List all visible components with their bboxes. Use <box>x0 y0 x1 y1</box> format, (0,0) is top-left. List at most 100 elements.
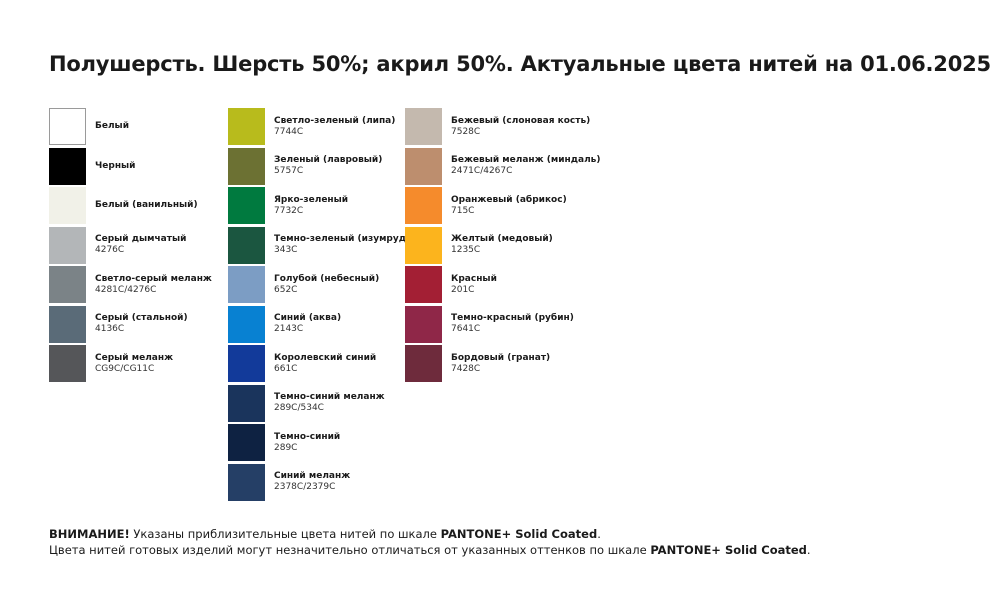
color-label: Серый меланж CG9C/CG11C <box>95 345 173 382</box>
color-label: Светло-зеленый (липа) 7744C <box>274 108 395 145</box>
color-name: Синий меланж <box>274 471 351 481</box>
color-name: Серый меланж <box>95 352 174 363</box>
pantone-code: 7732C <box>274 205 304 216</box>
footer-note: ВНИМАНИЕ! Указаны приблизительные цвета … <box>49 526 811 558</box>
pantone-code: 289C <box>274 442 298 453</box>
color-name: Черный <box>95 160 136 171</box>
page-title: Полушерсть. Шерсть 50%; акрил 50%. Актуа… <box>49 52 991 76</box>
color-label: Оранжевый (абрикос) 715C <box>451 187 567 224</box>
color-label: Серый дымчатый 4276C <box>95 227 186 264</box>
footer-line-2: Цвета нитей готовых изделий могут незнач… <box>49 542 811 558</box>
color-swatch <box>49 266 86 303</box>
color-swatch <box>405 187 442 224</box>
color-label: Синий меланж 2378C/2379C <box>274 464 350 501</box>
color-swatch <box>405 345 442 382</box>
color-label: Синий (аква) 2143C <box>274 306 341 343</box>
color-label: Черный <box>95 148 135 185</box>
pantone-code: 715C <box>451 205 475 216</box>
pantone-code: CG9C/CG11C <box>95 363 155 374</box>
color-label: Королевский синий 661C <box>274 345 376 382</box>
color-label: Бежевый (слоновая кость) 7528C <box>451 108 590 145</box>
color-name: Темно-синий меланж <box>274 392 385 402</box>
color-swatch <box>228 424 265 461</box>
color-name: Синий (аква) <box>274 313 342 323</box>
color-name: Бежевый (слоновая кость) <box>451 115 591 126</box>
color-swatch <box>49 187 86 224</box>
color-name: Темно-зеленый (изумруд) <box>274 234 411 244</box>
footer-text: . <box>806 543 811 557</box>
color-label: Белый (ванильный) <box>95 187 198 224</box>
color-name: Темно-синий <box>274 431 341 442</box>
color-name: Ярко-зеленый <box>274 194 349 205</box>
color-swatch <box>405 266 442 303</box>
pantone-code: 201C <box>451 284 475 295</box>
pantone-code: 7428C <box>451 363 481 374</box>
color-label: Темно-синий 289C <box>274 424 340 461</box>
pantone-code: 2378C/2379C <box>274 482 336 492</box>
color-label: Бордовый (гранат) 7428C <box>451 345 550 382</box>
pantone-code: 5757C <box>274 166 304 176</box>
color-label: Темно-зеленый (изумруд) 343C <box>274 227 410 264</box>
color-name: Серый (стальной) <box>95 313 188 323</box>
footer-text: Указаны приблизительные цвета нитей по ш… <box>129 527 441 541</box>
footer-text: . <box>597 527 601 541</box>
pantone-code: 7641C <box>451 324 481 334</box>
color-name: Бежевый меланж (миндаль) <box>451 155 601 165</box>
color-label: Зеленый (лавровый) 5757C <box>274 148 382 185</box>
pantone-code: 4281C/4276C <box>95 284 157 295</box>
color-name: Бордовый (гранат) <box>451 352 551 363</box>
pantone-code: 7744C <box>274 126 304 137</box>
pantone-code: 2471C/4267C <box>451 166 513 176</box>
pantone-code: 661C <box>274 363 298 374</box>
pantone-code: 2143C <box>274 324 304 334</box>
color-swatch <box>228 226 265 264</box>
color-name: Красный <box>451 273 497 284</box>
color-swatch <box>228 187 265 224</box>
color-swatch <box>49 305 86 343</box>
color-swatch <box>49 345 86 382</box>
color-swatch <box>228 266 265 303</box>
color-swatch <box>405 305 442 343</box>
color-label: Желтый (медовый) 1235C <box>451 227 553 264</box>
color-swatch <box>228 384 265 422</box>
color-label: Темно-синий меланж 289C/534C <box>274 385 385 422</box>
pantone-label: PANTONE+ Solid Coated <box>440 527 598 541</box>
color-swatch <box>228 305 265 343</box>
color-name: Светло-серый меланж <box>95 273 212 284</box>
color-swatch <box>49 226 86 264</box>
color-swatch <box>228 345 265 382</box>
footer-line-1: ВНИМАНИЕ! Указаны приблизительные цвета … <box>49 526 811 542</box>
color-swatch <box>405 147 442 185</box>
color-label: Бежевый меланж (миндаль) 2471C/4267C <box>451 148 600 185</box>
color-name: Белый <box>95 121 130 131</box>
pantone-label: PANTONE+ Solid Coated <box>650 543 807 557</box>
color-name: Желтый (медовый) <box>451 234 553 244</box>
color-name: Светло-зеленый (липа) <box>274 115 396 126</box>
color-swatch <box>405 226 442 264</box>
pantone-code: 4136C <box>95 324 125 334</box>
color-label: Серый (стальной) 4136C <box>95 306 188 343</box>
color-swatch <box>49 108 86 145</box>
footer-text: Цвета нитей готовых изделий могут незнач… <box>49 543 651 557</box>
color-swatch <box>49 147 86 185</box>
color-swatch <box>228 147 265 185</box>
color-label: Ярко-зеленый 7732C <box>274 187 348 224</box>
color-name: Темно-красный (рубин) <box>451 313 574 323</box>
pantone-code: 343C <box>274 245 298 255</box>
color-label: Светло-серый меланж 4281C/4276C <box>95 266 212 303</box>
color-label: Белый <box>95 108 129 145</box>
color-label: Темно-красный (рубин) 7641C <box>451 306 574 343</box>
warning-label: ВНИМАНИЕ! <box>49 527 130 541</box>
color-label: Голубой (небесный) 652C <box>274 266 379 303</box>
color-name: Серый дымчатый <box>95 234 187 244</box>
pantone-code: 289C/534C <box>274 403 324 413</box>
color-swatch <box>405 108 442 145</box>
color-name: Зеленый (лавровый) <box>274 155 383 165</box>
pantone-code: 1235C <box>451 245 481 255</box>
color-name: Белый (ванильный) <box>95 200 198 210</box>
pantone-code: 4276C <box>95 245 125 255</box>
color-name: Оранжевый (абрикос) <box>451 194 567 205</box>
pantone-code: 652C <box>274 284 298 295</box>
color-name: Королевский синий <box>274 352 377 363</box>
pantone-code: 7528C <box>451 126 481 137</box>
